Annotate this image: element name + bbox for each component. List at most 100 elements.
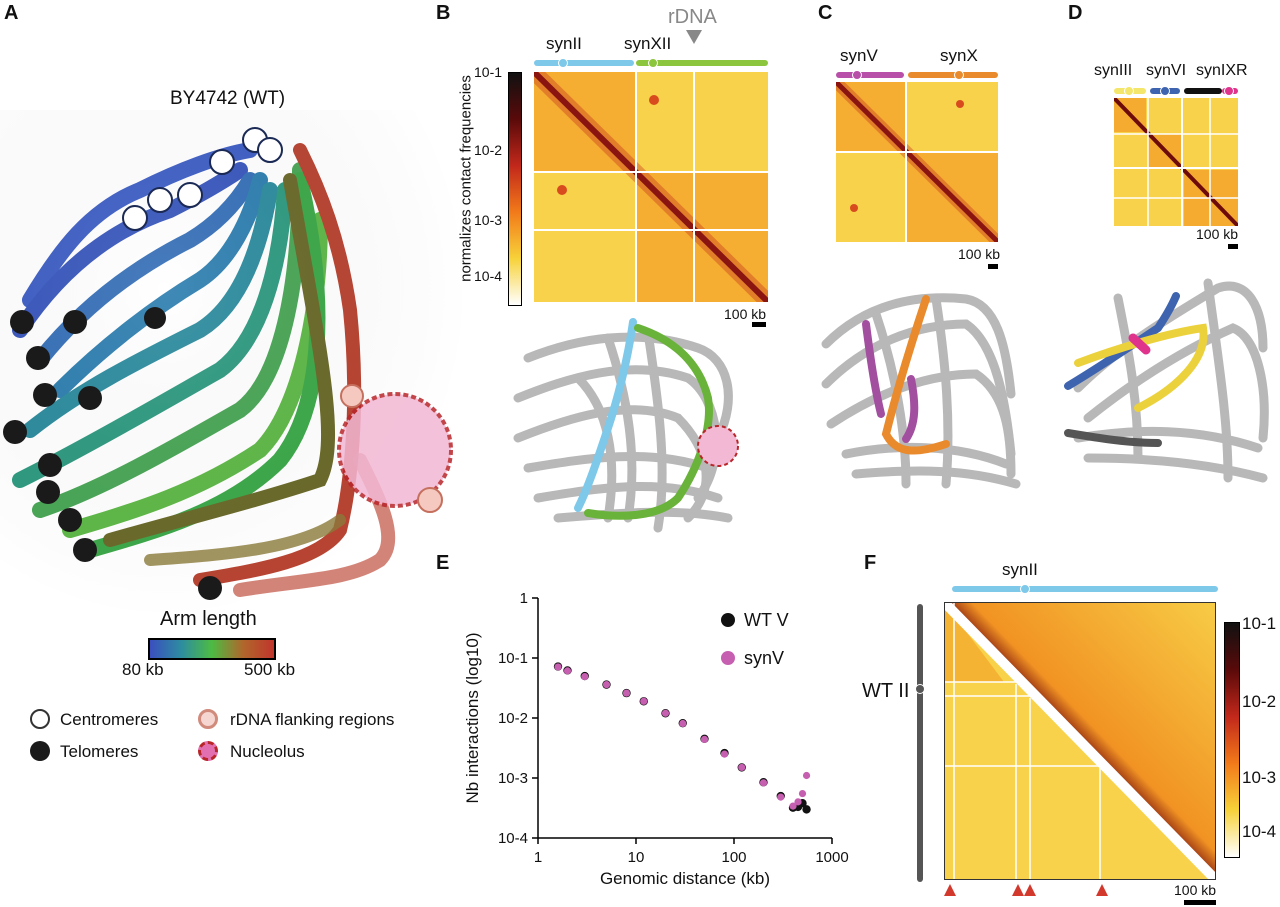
- y-tick-label: 1: [520, 590, 528, 607]
- colorbar-f-tick-2: 10-2: [1242, 692, 1277, 711]
- synX-centromere-dot: [954, 70, 964, 80]
- colorbar-b-tick-1: 10-1: [474, 64, 503, 80]
- scalebar-c: [988, 264, 998, 269]
- data-point-syn: [794, 798, 802, 806]
- contact-colorbar-b: [508, 72, 522, 306]
- colorbar-title: Arm length: [160, 608, 257, 630]
- synX-label: synX: [940, 46, 978, 65]
- data-point-wt: [802, 805, 811, 814]
- scalebar-f: [1184, 900, 1216, 905]
- data-point-syn: [789, 802, 797, 810]
- synII-top-label: synII: [1002, 560, 1038, 579]
- panel-a-letter: A: [4, 2, 19, 24]
- data-point-syn: [622, 689, 631, 697]
- data-point-syn: [640, 697, 648, 705]
- scale-label-d: 100 kb: [1196, 226, 1239, 242]
- x-axis-label: Genomic distance (kb): [600, 869, 770, 888]
- legend-rdna-label: rDNA flanking regions: [230, 710, 395, 729]
- scale-label-b: 100 kb: [724, 306, 767, 322]
- y-tick-label: 10-2: [498, 710, 528, 727]
- y-tick-label: 10-1: [498, 650, 528, 667]
- legend-rdna-icon: [198, 709, 218, 729]
- x-tick-label: 100: [721, 849, 746, 866]
- colorbar-b-tick-3: 10-3: [474, 212, 503, 228]
- synIII-label: synIII: [1094, 62, 1133, 79]
- colorbar-max-label: 500 kb: [244, 660, 296, 679]
- panel-a-title: BY4742 (WT): [170, 88, 286, 109]
- wt-II-centromere-dot: [915, 684, 925, 694]
- rdna-label: rDNA: [668, 6, 717, 28]
- arm-length-colorbar: [148, 638, 276, 660]
- legend-marker: [721, 651, 735, 665]
- legend-telomeres-label: Telomeres: [60, 742, 139, 761]
- synIII-centromere-dot: [1124, 86, 1134, 96]
- x-tick-label: 10: [628, 849, 645, 866]
- contact-colorbar-f: [1224, 622, 1240, 858]
- contact-map-c: [836, 82, 998, 242]
- contact-map-b: [534, 72, 768, 302]
- synX-bar: [908, 72, 998, 78]
- synII-bar: [534, 60, 634, 66]
- colorbar-f-tick-1: 10-1: [1242, 614, 1277, 633]
- legend-centromere-icon: [30, 709, 50, 729]
- data-point-syn: [720, 750, 729, 758]
- y-tick-label: 10-3: [498, 770, 528, 787]
- rdna-arrow-icon: [686, 30, 702, 44]
- scale-label-c: 100 kb: [958, 246, 1001, 262]
- scalebar-b: [752, 322, 766, 327]
- synII-top-bar: [952, 586, 1218, 592]
- colorbar-f-tick-4: 10-4: [1242, 822, 1277, 841]
- synIXR-centromere-dot: [1224, 86, 1234, 96]
- synII-label: synII: [546, 34, 582, 53]
- panel-c-letter: C: [818, 2, 833, 24]
- synV-centromere-dot: [852, 70, 862, 80]
- synV-bar: [836, 72, 904, 78]
- legend-centromeres-label: Centromeres: [60, 710, 159, 729]
- data-point-syn: [798, 789, 807, 798]
- legend-label: WT V: [744, 610, 789, 630]
- synXII-centromere-dot: [648, 58, 658, 68]
- legend-marker: [721, 613, 735, 627]
- y-axis-label: Nb interactions (log10): [463, 632, 482, 803]
- scale-label-f: 100 kb: [1174, 882, 1217, 898]
- x-tick-label: 1: [534, 849, 542, 866]
- wt-genome-3d-structure: [0, 110, 470, 620]
- wt-II-label: WT II: [862, 680, 910, 702]
- colorbar-b-label: normalizes contact frequencies: [457, 75, 475, 282]
- x-tick-label: 1000: [815, 849, 848, 866]
- contact-map-d: [1114, 98, 1238, 226]
- legend-nucleolus-icon: [198, 741, 218, 761]
- decay-curve-chart: 1 10 100 1000 1 10-1 10-2 10-3 10-4 Genomic dista…: [463, 590, 849, 888]
- telomere-beads: [3, 307, 222, 600]
- panel-e-letter: E: [436, 552, 450, 574]
- synIXR-bar: [1184, 88, 1222, 94]
- mutation-arrows: [944, 884, 1108, 896]
- colorbar-b-tick-4: 10-4: [474, 268, 503, 284]
- scalebar-d: [1228, 244, 1238, 249]
- genome-3d-structure-b: [513, 318, 739, 533]
- data-point-syn: [759, 779, 768, 787]
- wt-II-side-bar: [917, 604, 923, 882]
- centromere-beads: [122, 127, 283, 231]
- genome-3d-structure-c: [821, 293, 1021, 489]
- data-point-syn: [700, 735, 709, 743]
- synII-top-centromere-dot: [1020, 584, 1030, 594]
- data-point-syn: [777, 793, 785, 801]
- panel-d-letter: D: [1068, 2, 1083, 24]
- y-tick-label: 10-4: [498, 830, 528, 847]
- data-point-syn: [581, 672, 589, 681]
- synVI-centromere-dot: [1160, 86, 1170, 96]
- colorbar-min-label: 80 kb: [122, 660, 164, 679]
- data-point-syn: [554, 663, 562, 671]
- legend-nucleolus-label: Nucleolus: [230, 742, 305, 761]
- synXII-bar: [636, 60, 768, 66]
- synII-centromere-dot: [558, 58, 568, 68]
- data-point-syn: [661, 709, 670, 717]
- data-point-syn: [602, 681, 611, 689]
- genome-3d-structure-d: [1064, 278, 1269, 483]
- contact-map-f: [944, 602, 1216, 880]
- data-point-syn: [738, 763, 746, 772]
- colorbar-b-tick-2: 10-2: [474, 142, 503, 158]
- data-point-syn: [563, 667, 572, 675]
- synV-label: synV: [840, 46, 878, 65]
